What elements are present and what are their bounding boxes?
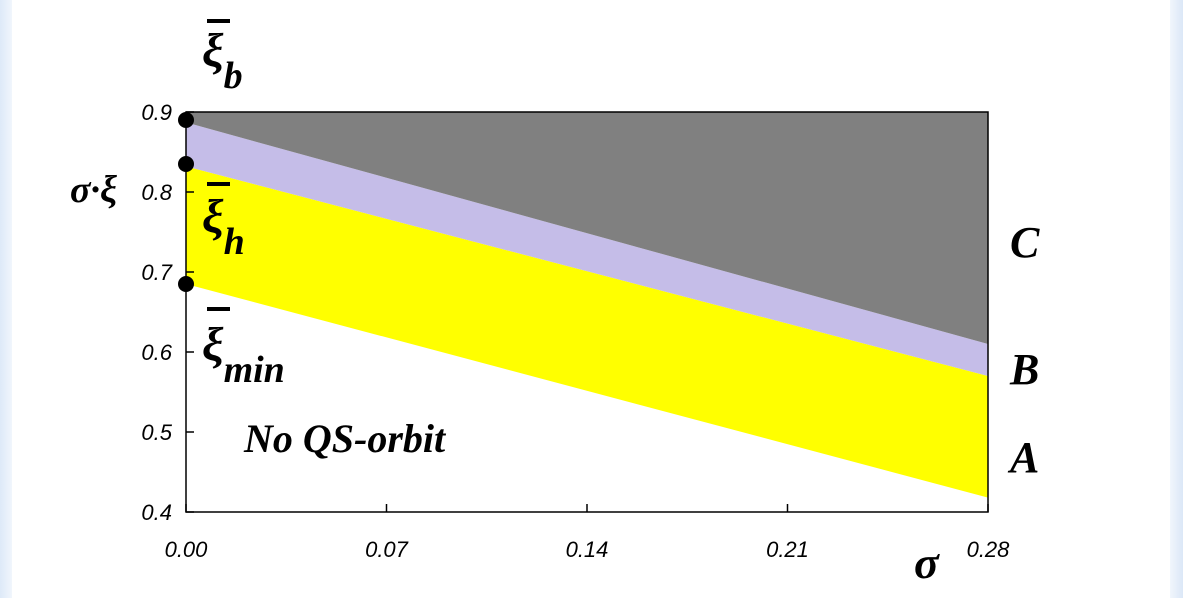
x-tick-label: 0.21 <box>766 537 809 562</box>
svg-text:ξh: ξh <box>202 190 245 263</box>
region-layer <box>186 112 988 498</box>
y-tick-label: 0.5 <box>141 420 172 445</box>
svg-text:ξmin: ξmin <box>202 318 285 391</box>
chart-frame: 0.00 0.07 0.14 0.21 0.28 0.4 0.5 0.6 0.7 0.8 0.9 σ… <box>12 0 1170 598</box>
region-a <box>186 166 988 498</box>
x-tick-label: 0.07 <box>365 537 409 562</box>
y-tick-label: 0.7 <box>141 260 172 285</box>
region-label-c: C <box>1010 218 1040 267</box>
region-label-a: A <box>1007 433 1039 482</box>
y-tick-label: 0.8 <box>141 180 172 205</box>
data-point <box>178 156 194 172</box>
data-point <box>178 112 194 128</box>
point-label-xi-h: ξh <box>202 182 245 263</box>
y-axis-label: σ·ξ <box>70 169 117 211</box>
no-qs-orbit-annotation: No QS-orbit <box>243 416 447 461</box>
point-label-xi-min: ξmin <box>202 307 285 391</box>
point-label-xi-b: ξb <box>202 19 243 97</box>
y-tick-label: 0.4 <box>141 500 172 525</box>
data-point <box>178 276 194 292</box>
x-tick-label: 0.28 <box>967 537 1011 562</box>
y-tick-label: 0.6 <box>141 340 172 365</box>
x-tick-label: 0.00 <box>165 537 209 562</box>
y-tick-label: 0.9 <box>141 100 172 125</box>
point-layer <box>178 112 194 292</box>
region-b <box>186 122 988 377</box>
x-tick-label: 0.14 <box>566 537 609 562</box>
tick-layer: 0.00 0.07 0.14 0.21 0.28 0.4 0.5 0.6 0.7 0.8 0.9 <box>141 100 1010 562</box>
region-c <box>186 112 988 344</box>
svg-text:ξb: ξb <box>202 24 243 97</box>
region-label-b: B <box>1009 345 1039 394</box>
x-axis-label: σ <box>914 537 940 588</box>
chart: 0.00 0.07 0.14 0.21 0.28 0.4 0.5 0.6 0.7 0.8 0.9 σ… <box>70 19 1040 588</box>
